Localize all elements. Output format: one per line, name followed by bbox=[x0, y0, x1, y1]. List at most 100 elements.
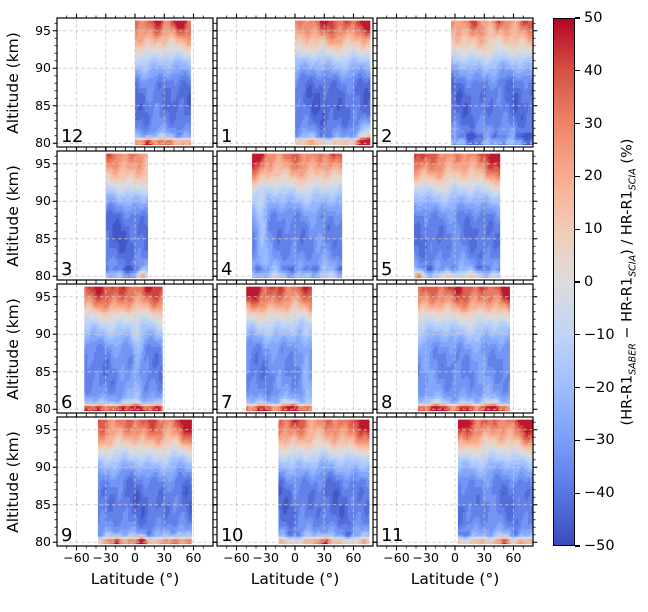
y-tick-label: 95 bbox=[35, 22, 51, 38]
colorbar-tick-mark bbox=[575, 334, 580, 336]
x-tick-label: 30 bbox=[476, 550, 493, 565]
y-tick-labels: 80 85 90 95 bbox=[21, 18, 51, 150]
colorbar-tick-label: −20 bbox=[584, 379, 615, 396]
colorbar-tick-label: 30 bbox=[584, 115, 603, 132]
subplot-month-4: 4 bbox=[212, 146, 378, 285]
subplot-month-10: −60 −30 0 30 60 10 bbox=[212, 412, 378, 564]
y-tick-label: 80 bbox=[35, 135, 51, 150]
contour-plot-1 bbox=[212, 13, 378, 152]
month-label: 7 bbox=[221, 392, 232, 413]
x-tick-labels: −60 −30 0 30 60 bbox=[377, 550, 533, 567]
x-tick-label: −60 bbox=[63, 550, 90, 565]
colorbar-tick-label: −30 bbox=[584, 432, 615, 449]
subplot-month-3: 80 85 90 95 3 bbox=[35, 146, 218, 285]
x-tick-label: −30 bbox=[252, 550, 279, 565]
y-tick-label: 95 bbox=[35, 421, 51, 437]
x-tick-label: 0 bbox=[291, 550, 299, 565]
month-label: 1 bbox=[221, 126, 232, 147]
y-tick-label: 85 bbox=[35, 230, 51, 246]
month-label: 8 bbox=[381, 392, 392, 413]
subplot-month-12: 80 85 90 95 12 bbox=[35, 13, 218, 152]
colorbar-tick-mark bbox=[575, 492, 580, 494]
y-tick-labels: 80 85 90 95 bbox=[21, 151, 51, 283]
y-tick-labels: 80 85 90 95 bbox=[21, 417, 51, 549]
y-axis-label-row4: Altitude (km) bbox=[4, 431, 22, 533]
contour-plot-10 bbox=[212, 412, 378, 551]
y-tick-label: 90 bbox=[35, 193, 51, 208]
colorbar-tick-mark bbox=[575, 70, 580, 72]
subplot-grid: 80 85 90 95 12 1 2 80 85 90 95 3 4 5 80 85 90 95 … bbox=[35, 13, 538, 564]
x-axis-label-col2: Latitude (°) bbox=[250, 570, 340, 588]
x-tick-label: −30 bbox=[412, 550, 439, 565]
x-tick-label: 60 bbox=[185, 550, 202, 565]
y-tick-label: 80 bbox=[35, 268, 51, 283]
colorbar-label: (HR-R1SABER − HR-R1SCIA) / HR-R1SCIA (%) bbox=[619, 138, 639, 426]
colorbar-tick-label: 10 bbox=[584, 220, 603, 237]
x-axis-label-col1: Latitude (°) bbox=[90, 570, 180, 588]
month-label: 11 bbox=[381, 525, 403, 546]
colorbar-tick-label: 40 bbox=[584, 62, 603, 79]
colorbar-tick-label: 50 bbox=[584, 9, 603, 26]
colorbar-tick-label: −50 bbox=[584, 537, 615, 554]
x-tick-label: 60 bbox=[345, 550, 362, 565]
colorbar bbox=[553, 18, 575, 546]
colorbar-tick-mark bbox=[575, 281, 580, 283]
x-tick-labels: −60 −30 0 30 60 bbox=[57, 550, 213, 567]
x-axis-label-col3: Latitude (°) bbox=[410, 570, 500, 588]
y-tick-label: 95 bbox=[35, 288, 51, 304]
y-tick-label: 85 bbox=[35, 97, 51, 113]
subplot-month-1: 1 bbox=[212, 13, 378, 152]
subplot-month-2: 2 bbox=[372, 13, 538, 152]
colorbar-tick-mark bbox=[575, 123, 580, 125]
y-axis-label-row2: Altitude (km) bbox=[4, 165, 22, 267]
colorbar-tick-label: −40 bbox=[584, 484, 615, 501]
contour-plot-5 bbox=[372, 146, 538, 285]
x-tick-label: 60 bbox=[505, 550, 522, 565]
y-axis-label-row1: Altitude (km) bbox=[4, 32, 22, 134]
colorbar-tick-label: 20 bbox=[584, 168, 603, 185]
colorbar-tick-mark bbox=[575, 175, 580, 178]
contour-plot-4 bbox=[212, 146, 378, 285]
y-tick-label: 85 bbox=[35, 363, 51, 379]
subplot-month-6: 80 85 90 95 6 bbox=[35, 279, 218, 418]
x-tick-label: −60 bbox=[223, 550, 250, 565]
colorbar-tick-mark bbox=[575, 439, 580, 442]
contour-plot-2 bbox=[372, 13, 538, 152]
y-tick-label: 90 bbox=[35, 459, 51, 474]
x-tick-label: −60 bbox=[383, 550, 410, 565]
contour-plot-11 bbox=[372, 412, 538, 551]
y-tick-label: 85 bbox=[35, 496, 51, 512]
colorbar-tick-mark bbox=[575, 545, 580, 547]
month-label: 9 bbox=[61, 525, 72, 546]
contour-plot-12 bbox=[52, 13, 218, 152]
subplot-month-9: 80 85 90 95 −60 −30 0 30 60 9 bbox=[35, 412, 218, 564]
contour-plot-8 bbox=[372, 279, 538, 418]
y-tick-label: 80 bbox=[35, 401, 51, 416]
colorbar-tick-mark bbox=[575, 17, 580, 19]
month-label: 2 bbox=[381, 126, 392, 147]
y-tick-label: 95 bbox=[35, 155, 51, 171]
subplot-month-11: −60 −30 0 30 60 11 bbox=[372, 412, 538, 564]
month-label: 6 bbox=[61, 392, 72, 413]
x-tick-label: 0 bbox=[131, 550, 139, 565]
y-tick-label: 90 bbox=[35, 60, 51, 75]
subplot-month-7: 7 bbox=[212, 279, 378, 418]
x-tick-label: −30 bbox=[92, 550, 119, 565]
month-label: 10 bbox=[221, 525, 243, 546]
x-tick-label: 0 bbox=[451, 550, 459, 565]
month-label: 5 bbox=[381, 259, 392, 280]
y-tick-labels: 80 85 90 95 bbox=[21, 284, 51, 416]
colorbar-tick-mark bbox=[575, 228, 580, 230]
contour-plot-6 bbox=[52, 279, 218, 418]
x-tick-labels: −60 −30 0 30 60 bbox=[217, 550, 373, 567]
colorbar-tick-mark bbox=[575, 387, 580, 389]
y-tick-label: 80 bbox=[35, 534, 51, 549]
colorbar-tick-label: −10 bbox=[584, 326, 615, 343]
contour-plot-9 bbox=[52, 412, 218, 551]
contour-plot-3 bbox=[52, 146, 218, 285]
month-label: 4 bbox=[221, 259, 232, 280]
y-axis-label-row3: Altitude (km) bbox=[4, 298, 22, 400]
month-label: 3 bbox=[61, 259, 72, 280]
colorbar-tick-label: 0 bbox=[584, 273, 594, 290]
